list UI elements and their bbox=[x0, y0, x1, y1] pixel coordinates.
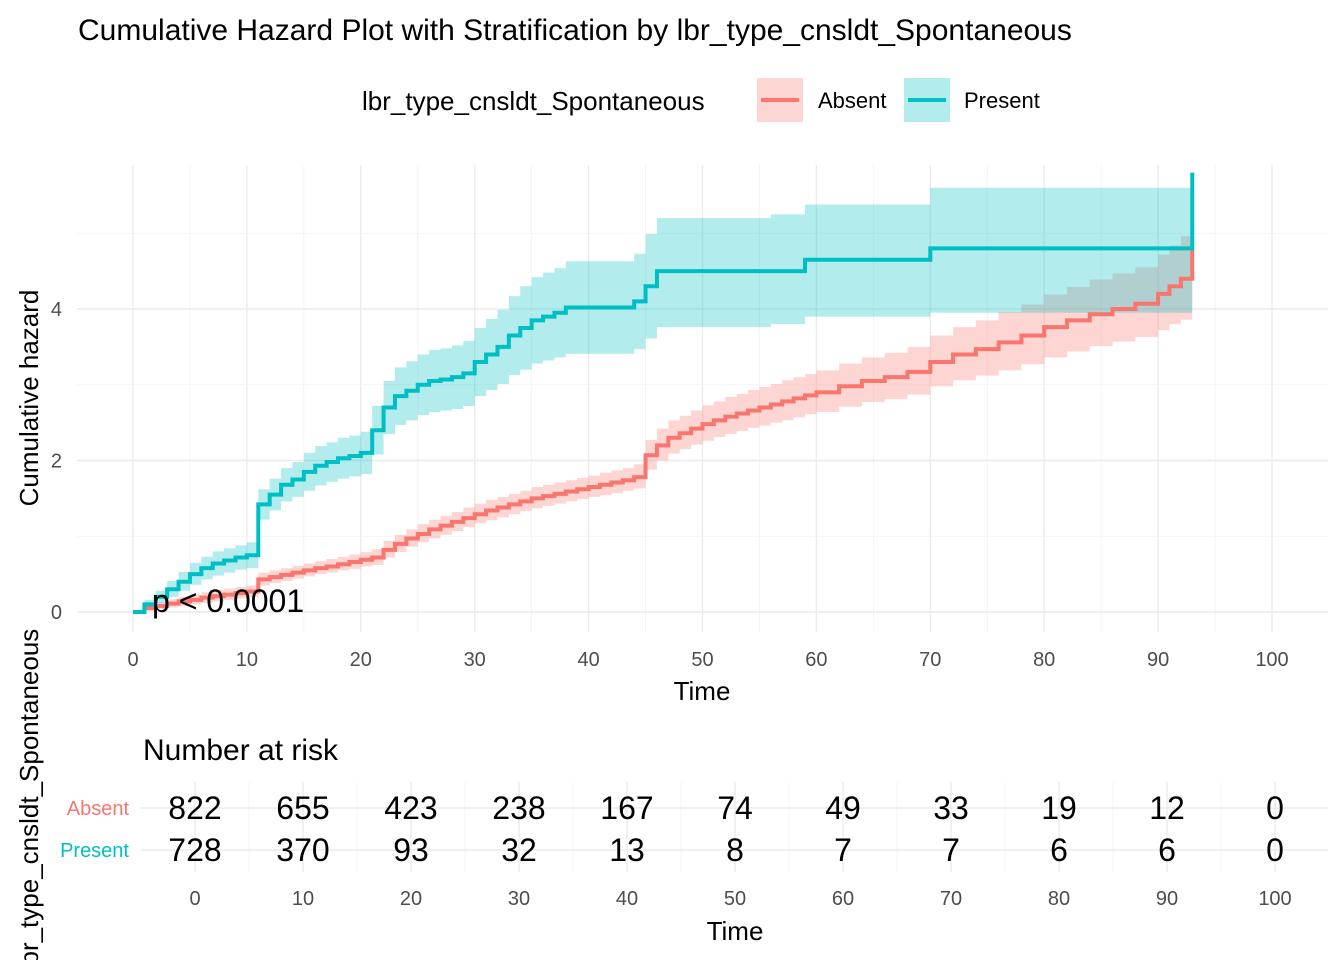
risk-value-present: 6 bbox=[1050, 832, 1068, 868]
risk-value-present: 728 bbox=[168, 832, 221, 868]
risk-x-tick-label: 80 bbox=[1048, 888, 1070, 910]
risk-x-tick-label: 70 bbox=[940, 888, 962, 910]
risk-table-x-axis-title: Time bbox=[707, 916, 764, 946]
chart-title: Cumulative Hazard Plot with Stratificati… bbox=[78, 14, 1072, 47]
legend-title: lbr_type_cnsldt_Spontaneous bbox=[362, 86, 705, 116]
risk-row-label-present: Present bbox=[60, 840, 129, 862]
series-line-absent bbox=[133, 248, 1195, 614]
risk-table: Number at risk Absent Present 822 655 423 23… bbox=[14, 629, 1328, 960]
risk-value-present: 13 bbox=[609, 832, 645, 868]
y-tick-label: 0 bbox=[51, 602, 62, 624]
risk-x-tick-label: 60 bbox=[832, 888, 854, 910]
risk-table-x-ticks: 0 10 20 30 40 50 60 70 80 90 100 bbox=[189, 888, 1291, 910]
confidence-band-present bbox=[133, 172, 1193, 612]
risk-value-absent: 33 bbox=[933, 790, 969, 826]
risk-value-absent: 167 bbox=[600, 790, 653, 826]
risk-value-present: 6 bbox=[1158, 832, 1176, 868]
x-axis-ticks: 0 10 20 30 40 50 60 70 80 90 100 bbox=[127, 649, 1288, 671]
p-value-annotation: p < 0.0001 bbox=[152, 583, 304, 619]
risk-value-present: 93 bbox=[393, 832, 429, 868]
x-tick-label: 100 bbox=[1255, 649, 1288, 671]
risk-value-absent: 655 bbox=[276, 790, 329, 826]
risk-value-present: 7 bbox=[942, 832, 960, 868]
grid bbox=[77, 165, 1328, 632]
risk-value-absent: 49 bbox=[825, 790, 861, 826]
confidence-bands bbox=[133, 172, 1193, 612]
risk-x-tick-label: 50 bbox=[724, 888, 746, 910]
risk-value-absent: 74 bbox=[717, 790, 753, 826]
risk-value-absent: 0 bbox=[1266, 790, 1284, 826]
x-tick-label: 80 bbox=[1033, 649, 1055, 671]
risk-row-label-absent: Absent bbox=[67, 798, 130, 820]
risk-value-present: 32 bbox=[501, 832, 537, 868]
risk-value-absent: 822 bbox=[168, 790, 221, 826]
x-tick-label: 90 bbox=[1147, 649, 1169, 671]
x-tick-label: 30 bbox=[464, 649, 486, 671]
x-tick-label: 0 bbox=[127, 649, 138, 671]
risk-x-tick-label: 0 bbox=[189, 888, 200, 910]
risk-value-absent: 423 bbox=[384, 790, 437, 826]
x-tick-label: 10 bbox=[236, 649, 258, 671]
risk-value-present: 370 bbox=[276, 832, 329, 868]
y-tick-label: 4 bbox=[51, 299, 62, 321]
risk-x-tick-label: 10 bbox=[292, 888, 314, 910]
risk-x-tick-label: 20 bbox=[400, 888, 422, 910]
y-tick-label: 2 bbox=[51, 451, 62, 473]
y-axis-title: Cumulative hazard bbox=[14, 290, 44, 507]
x-tick-label: 70 bbox=[919, 649, 941, 671]
series-lines bbox=[133, 172, 1195, 614]
risk-value-absent: 19 bbox=[1041, 790, 1077, 826]
risk-table-title: Number at risk bbox=[143, 734, 339, 767]
risk-x-tick-label: 90 bbox=[1156, 888, 1178, 910]
legend-label-present: Present bbox=[964, 88, 1040, 113]
risk-x-tick-label: 40 bbox=[616, 888, 638, 910]
risk-x-tick-label: 30 bbox=[508, 888, 530, 910]
x-axis-title: Time bbox=[674, 676, 731, 706]
x-tick-label: 40 bbox=[577, 649, 599, 671]
x-tick-label: 50 bbox=[691, 649, 713, 671]
plot-panel: 0 10 20 30 40 50 60 70 80 90 100 0 2 4 p < 0.0001 Ti… bbox=[14, 165, 1328, 706]
risk-table-row-labels: Absent Present bbox=[60, 798, 129, 862]
risk-value-present: 0 bbox=[1266, 832, 1284, 868]
series-line-present bbox=[133, 172, 1195, 614]
risk-x-tick-label: 100 bbox=[1258, 888, 1291, 910]
legend: lbr_type_cnsldt_Spontaneous Absent Prese… bbox=[362, 78, 1040, 122]
y-axis-ticks: 0 2 4 bbox=[51, 299, 62, 624]
x-tick-label: 20 bbox=[350, 649, 372, 671]
risk-value-present: 8 bbox=[726, 832, 744, 868]
risk-table-values: 822 655 423 238 167 74 49 33 19 12 0 728 370 93 32 13 8 7… bbox=[168, 790, 1284, 868]
risk-table-grid bbox=[141, 782, 1328, 872]
risk-value-absent: 238 bbox=[492, 790, 545, 826]
legend-label-absent: Absent bbox=[818, 88, 887, 113]
risk-value-present: 7 bbox=[834, 832, 852, 868]
risk-value-absent: 12 bbox=[1149, 790, 1185, 826]
risk-table-y-axis-title: lbr_type_cnsldt_Spontaneous bbox=[14, 629, 44, 960]
x-tick-label: 60 bbox=[805, 649, 827, 671]
